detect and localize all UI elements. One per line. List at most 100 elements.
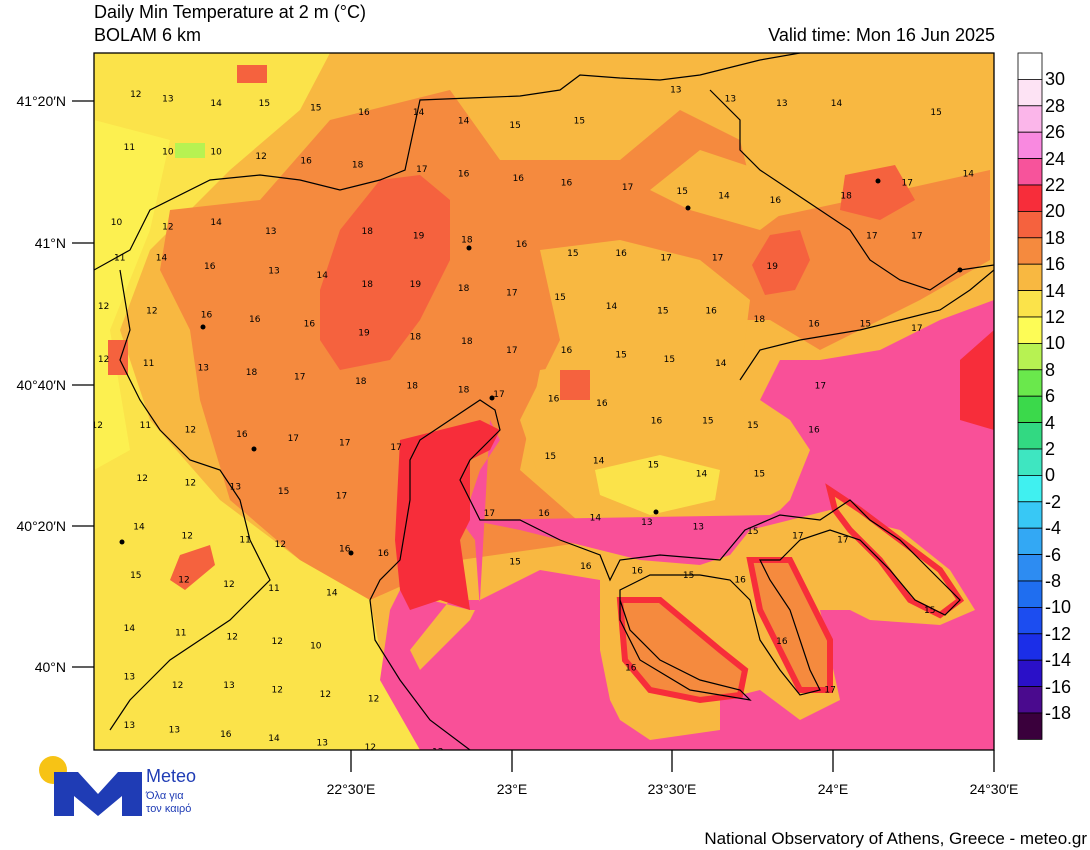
lat-tick: 40°20′N xyxy=(16,518,66,534)
grid-value-labels: 12 13 14 15 15 16 14 14 15 15 13 13 13 14 15 11 10 10 12 16… xyxy=(91,86,974,753)
grid-value: 15 xyxy=(676,187,687,197)
legend-swatch xyxy=(1017,633,1043,661)
grid-value: 16 xyxy=(304,320,316,330)
color-legend xyxy=(1017,52,1043,740)
grid-value: 16 xyxy=(378,549,390,559)
grid-value: 12 xyxy=(320,690,331,700)
grid-value: 16 xyxy=(561,178,573,188)
grid-value: 17 xyxy=(901,178,912,188)
zone-19-east xyxy=(752,230,810,295)
legend-label: -12 xyxy=(1045,623,1072,644)
grid-value: 15 xyxy=(924,606,935,616)
map-frame xyxy=(93,52,995,751)
grid-value: 16 xyxy=(249,315,261,325)
lat-tick: 41°N xyxy=(34,235,66,251)
grid-value: 16 xyxy=(770,196,782,206)
grid-value: 17 xyxy=(815,381,826,391)
logo-tagline-line: Όλα για xyxy=(146,790,184,802)
grid-value: 17 xyxy=(294,372,305,382)
zone-18 xyxy=(320,175,450,370)
grid-value: 17 xyxy=(911,324,922,334)
grid-value: 14 xyxy=(458,117,470,127)
grid-value: 15 xyxy=(930,108,941,118)
grid-value: 13 xyxy=(124,721,135,731)
cool-spot xyxy=(175,143,205,158)
model-name: BOLAM 6 km xyxy=(94,25,202,45)
grid-value: 17 xyxy=(506,289,517,299)
grid-value: 12 xyxy=(162,223,173,233)
grid-value: 13 xyxy=(230,483,241,493)
grid-value: 15 xyxy=(509,558,520,568)
grid-value: 14 xyxy=(156,253,168,263)
grid-value: 15 xyxy=(747,527,758,537)
legend-label: -16 xyxy=(1045,676,1072,697)
zone-14-ne xyxy=(650,150,800,230)
grid-value: 12 xyxy=(365,743,376,753)
footer-credit: National Observatory of Athens, Greece -… xyxy=(704,829,1087,848)
grid-value: 11 xyxy=(143,359,154,369)
warm-spot-n xyxy=(237,65,267,83)
grid-value: 17 xyxy=(339,439,350,449)
lon-tick: 24°E xyxy=(817,781,849,797)
grid-value: 13 xyxy=(162,95,173,105)
grid-value: 17 xyxy=(866,231,877,241)
grid-value: 14 xyxy=(210,99,222,109)
legend-swatch xyxy=(1017,210,1043,239)
grid-value: 10 xyxy=(162,148,174,158)
grid-value: 14 xyxy=(590,514,602,524)
zone-18-ne xyxy=(840,165,915,220)
grid-value: 12 xyxy=(226,633,237,643)
legend-swatch xyxy=(1017,554,1043,582)
legend-swatch xyxy=(1017,395,1043,424)
grid-value: 17 xyxy=(336,492,347,502)
grid-value: 14 xyxy=(316,271,328,281)
legend-label: -10 xyxy=(1045,597,1072,618)
legend-swatch xyxy=(1017,52,1043,80)
logo-tagline-line: τον καιρό xyxy=(146,803,192,815)
grid-value: 14 xyxy=(606,302,618,312)
legend-swatch xyxy=(1017,105,1043,133)
legend-swatch xyxy=(1017,527,1043,556)
grid-value: 16 xyxy=(561,346,573,356)
logo-wordmark: Meteo xyxy=(146,766,197,786)
warm-spot xyxy=(560,370,590,400)
zone-10 xyxy=(94,120,170,470)
grid-value: 15 xyxy=(278,487,289,497)
legend-label: 20 xyxy=(1045,201,1066,222)
city-dot xyxy=(466,245,472,251)
grid-value: 15 xyxy=(657,306,668,316)
legend-label: 8 xyxy=(1045,359,1056,380)
grid-value: 15 xyxy=(754,470,765,480)
legend-label: 0 xyxy=(1045,465,1056,486)
sithonia-peninsula xyxy=(746,557,833,693)
grid-value: 12 xyxy=(91,421,102,431)
grid-value: 12 xyxy=(98,355,109,365)
city-dot xyxy=(119,539,125,545)
grid-value: 13 xyxy=(693,522,704,532)
lat-tick: 40°N xyxy=(34,659,66,675)
grid-value: 16 xyxy=(808,320,820,330)
grid-value: 18 xyxy=(458,386,470,396)
grid-value: 19 xyxy=(410,280,422,290)
legend-swatch xyxy=(1017,448,1043,476)
grid-value: 15 xyxy=(664,355,675,365)
m-logo-icon xyxy=(54,772,142,816)
city-dot xyxy=(251,446,257,452)
grid-value: 16 xyxy=(615,249,627,259)
legend-swatch xyxy=(1017,580,1043,608)
grid-value: 14 xyxy=(326,589,338,599)
grid-value: 18 xyxy=(410,333,422,343)
coastline-pieria xyxy=(369,599,471,750)
grid-value: 16 xyxy=(631,567,643,577)
grid-value: 16 xyxy=(513,174,525,184)
grid-value: 13 xyxy=(641,518,652,528)
grid-value: 16 xyxy=(734,575,746,585)
grid-value: 18 xyxy=(754,315,766,325)
city-dot xyxy=(875,178,881,184)
legend-label: -8 xyxy=(1045,571,1062,591)
grid-value: 15 xyxy=(860,320,871,330)
grid-value: 12 xyxy=(185,478,196,488)
grid-value: 17 xyxy=(837,536,848,546)
legend-label: -4 xyxy=(1045,518,1062,539)
